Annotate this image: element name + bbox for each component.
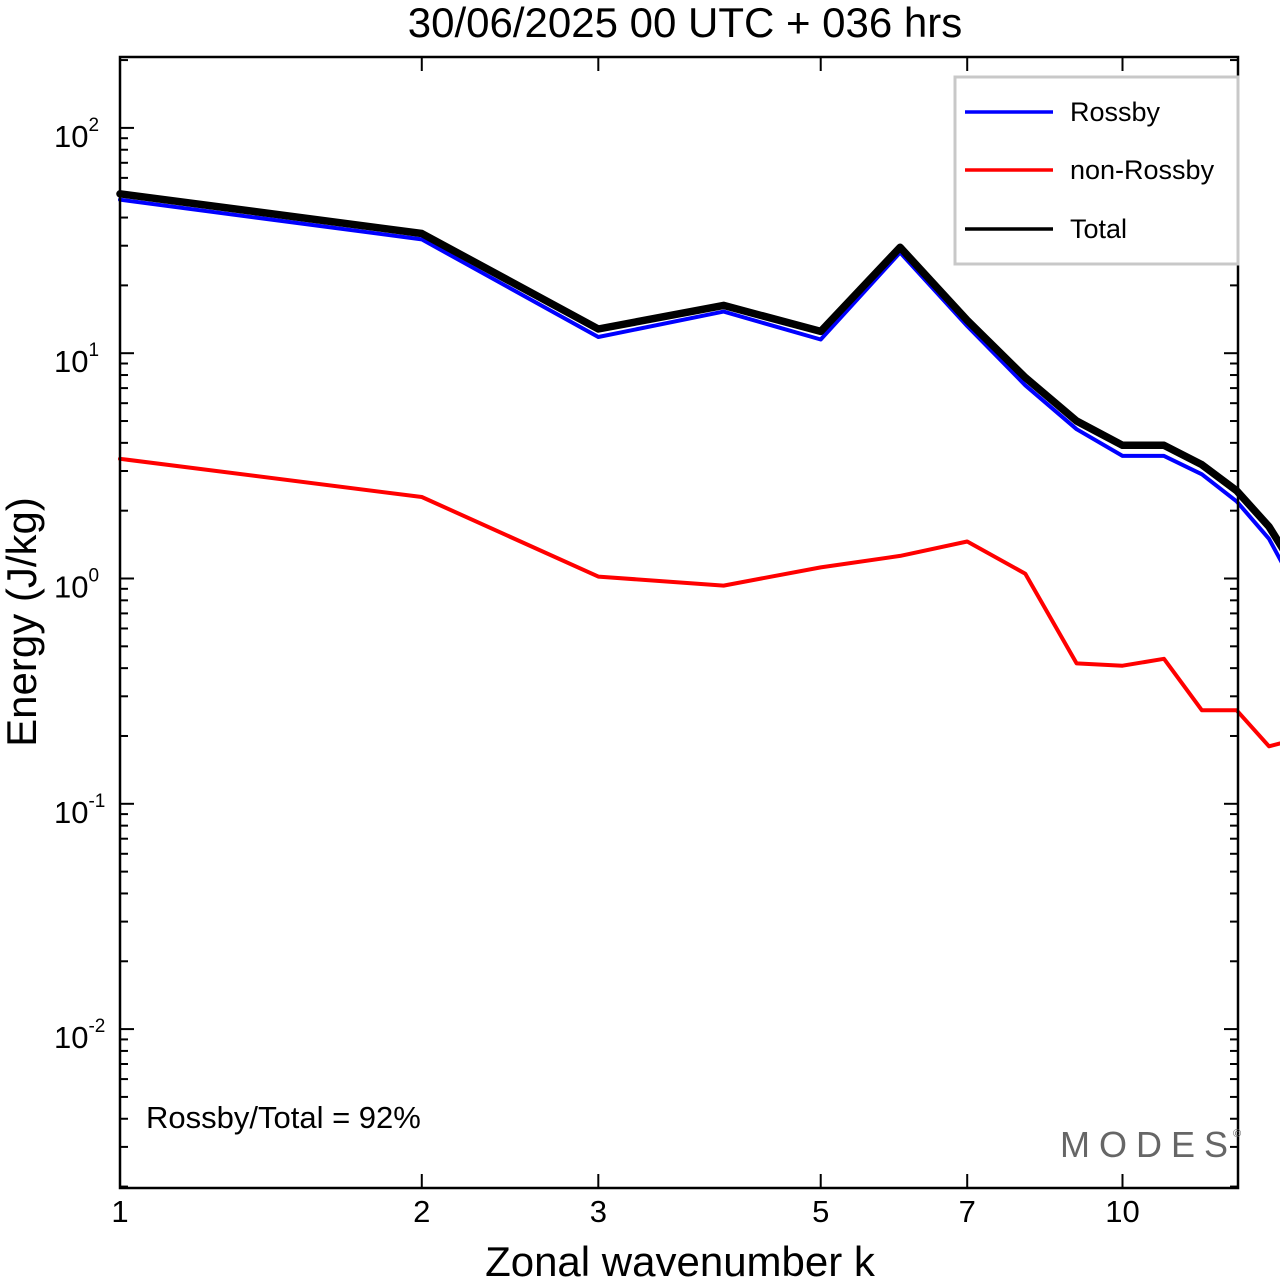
series-line-non-rossby [118, 456, 1280, 749]
y-tick-label: 101 [54, 340, 99, 379]
x-tick-label: 2 [413, 1194, 430, 1229]
x-tick-label: 5 [812, 1194, 829, 1229]
legend-label-rossby: Rossby [1070, 97, 1161, 127]
x-tick-label: 3 [590, 1194, 607, 1229]
y-tick-label: 10-1 [54, 791, 105, 830]
x-tick-label: 10 [1105, 1194, 1139, 1229]
y-tick-label: 102 [54, 115, 99, 154]
series-lines [116, 190, 1280, 749]
x-tick-label: 1 [111, 1194, 128, 1229]
legend-label-total: Total [1070, 214, 1127, 244]
chart-title: 30/06/2025 00 UTC + 036 hrs [408, 0, 963, 46]
y-axis-label: Energy (J/kg) [0, 497, 45, 747]
modes-watermark: MODES [1060, 1124, 1237, 1165]
y-tick-label: 100 [54, 566, 99, 605]
series-line-rossby [118, 197, 1280, 564]
x-tick-labels: 1235710152550100180 [111, 1194, 1139, 1229]
y-tick-labels: 102 101 100 10-1 10-2 [54, 115, 105, 1055]
legend-label-non-rossby: non-Rossby [1070, 155, 1215, 185]
copyright-mark: © [1233, 1128, 1241, 1140]
x-axis-label: Zonal wavenumber k [485, 1238, 876, 1281]
legend: Rossby non-Rossby Total [953, 75, 1240, 266]
x-tick-label: 7 [959, 1194, 976, 1229]
y-tick-label: 10-2 [54, 1016, 105, 1055]
plot-frame [118, 55, 1240, 1190]
series-line-total [116, 190, 1280, 552]
rossby-ratio-annotation: Rossby/Total = 92% [146, 1100, 421, 1135]
